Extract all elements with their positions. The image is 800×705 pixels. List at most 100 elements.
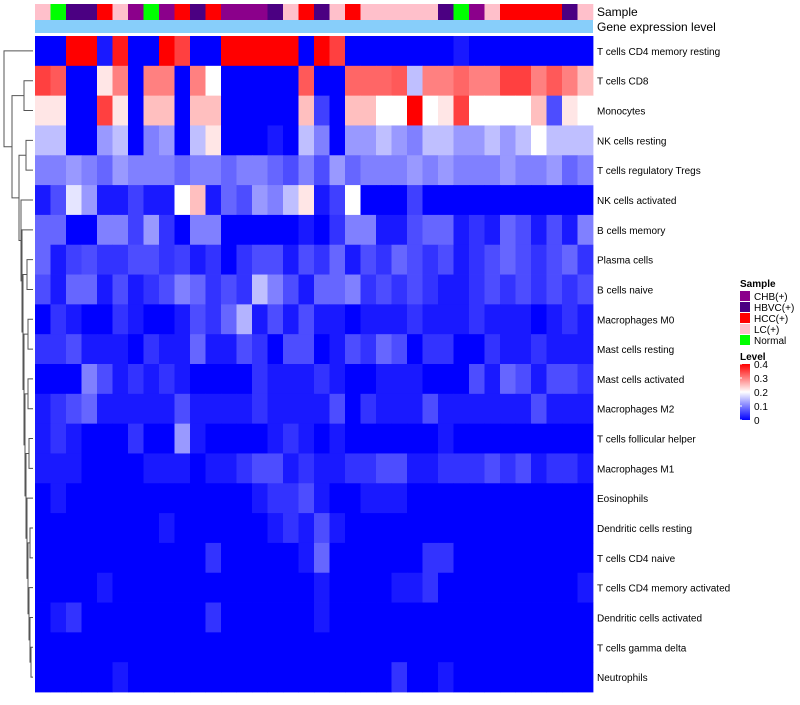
heatmap-cell xyxy=(577,155,594,186)
heatmap-cell xyxy=(329,334,346,365)
heatmap-cell xyxy=(391,274,408,305)
heatmap-cell xyxy=(252,274,268,305)
heatmap-cell xyxy=(283,632,299,663)
heatmap-cell xyxy=(190,304,206,335)
heatmap-cell xyxy=(112,513,129,544)
heatmap-cell xyxy=(500,393,516,425)
heatmap-cell xyxy=(546,602,563,633)
heatmap-cell xyxy=(391,36,408,67)
heatmap-cell xyxy=(469,36,485,67)
sample-annotation-cell xyxy=(205,4,222,20)
heatmap-cell xyxy=(283,95,299,126)
heatmap-cell xyxy=(205,334,222,365)
heatmap-cell xyxy=(422,632,439,663)
heatmap-cell xyxy=(453,513,470,544)
heatmap-cell xyxy=(531,483,547,514)
heatmap-cell xyxy=(438,364,454,395)
heatmap-cell xyxy=(345,244,361,275)
heatmap-cell xyxy=(128,602,144,633)
legend-swatch xyxy=(740,335,750,345)
heatmap-cell xyxy=(97,334,113,365)
heatmap-cell xyxy=(97,602,113,633)
heatmap-cell xyxy=(345,662,361,693)
heatmap-cell xyxy=(407,214,423,246)
heatmap-cell xyxy=(221,334,237,365)
heatmap-cell xyxy=(236,662,253,693)
heatmap-cell xyxy=(298,65,315,97)
legend-label: Normal xyxy=(754,336,786,347)
heatmap-cell xyxy=(159,244,175,275)
legend-swatch xyxy=(740,291,750,301)
heatmap-cell xyxy=(484,364,501,395)
heatmap-cell xyxy=(515,65,532,97)
heatmap-cell xyxy=(469,513,485,544)
heatmap-cell xyxy=(283,572,299,603)
heatmap-cell xyxy=(407,95,423,126)
heatmap-cell xyxy=(329,572,346,603)
heatmap-cell xyxy=(143,662,160,693)
heatmap-cell xyxy=(329,513,346,544)
heatmap-cell xyxy=(329,453,346,484)
heatmap-cell xyxy=(577,304,594,335)
heatmap-cell xyxy=(190,125,206,156)
heatmap-cell xyxy=(66,304,82,335)
heatmap-cell xyxy=(314,662,330,693)
heatmap-cell xyxy=(174,364,191,395)
heatmap-cell xyxy=(469,662,485,693)
heatmap-cell xyxy=(360,602,377,633)
heatmap-cell xyxy=(143,602,160,633)
heatmap-cell xyxy=(50,155,67,186)
heatmap-cell xyxy=(174,274,191,305)
heatmap-cell xyxy=(128,36,144,67)
heatmap-cell xyxy=(252,244,268,275)
heatmap-cell xyxy=(515,453,532,484)
heatmap-cell xyxy=(81,155,98,186)
heatmap-cell xyxy=(97,125,113,156)
heatmap-cell xyxy=(422,364,439,395)
sample-annotation-cell xyxy=(314,4,330,20)
heatmap-cell xyxy=(329,214,346,246)
heatmap-cell xyxy=(360,125,377,156)
heatmap-cell xyxy=(298,214,315,246)
heatmap-cell xyxy=(66,214,82,246)
row-label: Macrophages M0 xyxy=(597,315,675,326)
heatmap-cell xyxy=(267,155,284,186)
heatmap-cell xyxy=(236,214,253,246)
heatmap-cell xyxy=(35,364,51,395)
heatmap-cell xyxy=(143,423,160,454)
heatmap-cell xyxy=(283,244,299,275)
heatmap-cell xyxy=(112,602,129,633)
row-label: T cells regulatory Tregs xyxy=(597,166,701,177)
heatmap-cell xyxy=(174,244,191,275)
heatmap-cell xyxy=(81,602,98,633)
heatmap-cell xyxy=(252,125,268,156)
row-label: Monocytes xyxy=(597,107,645,118)
heatmap-cell xyxy=(329,244,346,275)
heatmap-cell xyxy=(345,304,361,335)
row-label: Dendritic cells resting xyxy=(597,524,692,535)
heatmap-cell xyxy=(66,632,82,663)
heatmap-cell xyxy=(453,662,470,693)
heatmap-cell xyxy=(345,632,361,663)
heatmap-cell xyxy=(143,304,160,335)
heatmap-cell xyxy=(345,513,361,544)
heatmap-cell xyxy=(546,483,563,514)
heatmap-cell xyxy=(267,185,284,216)
heatmap-cell xyxy=(267,36,284,67)
sample-annotation-cell xyxy=(66,4,82,20)
heatmap-cell xyxy=(143,393,160,425)
heatmap-cell xyxy=(500,572,516,603)
heatmap-cell xyxy=(35,244,51,275)
heatmap-cell xyxy=(236,364,253,395)
heatmap-cell xyxy=(469,632,485,663)
heatmap-cell xyxy=(97,36,113,67)
heatmap-cell xyxy=(329,542,346,574)
heatmap-cell xyxy=(407,393,423,425)
heatmap-cell xyxy=(531,214,547,246)
sample-annotation-track xyxy=(35,4,594,20)
heatmap-cell xyxy=(360,185,377,216)
heatmap-cell xyxy=(453,393,470,425)
heatmap-cell xyxy=(97,423,113,454)
heatmap-cell xyxy=(252,95,268,126)
